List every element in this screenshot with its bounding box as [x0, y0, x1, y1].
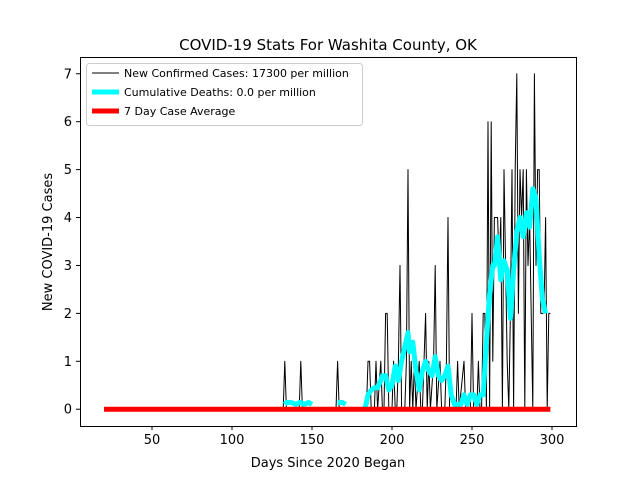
y-tick-label: 2 — [64, 307, 72, 322]
y-tick-label: 3 — [64, 259, 72, 274]
series-line-cumulative-deaths-segment-1 — [282, 400, 314, 407]
x-axis-label: Days Since 2020 Began — [251, 456, 406, 471]
x-tick-label: 150 — [300, 433, 325, 448]
legend-label-new-cases: New Confirmed Cases: 17300 per million — [124, 67, 349, 80]
series-line-cumulative-deaths-segment-2 — [336, 400, 347, 407]
y-tick-label: 4 — [64, 211, 72, 226]
x-tick-label: 250 — [460, 433, 485, 448]
legend-label-deaths: Cumulative Deaths: 0.0 per million — [124, 86, 316, 99]
y-tick-label: 6 — [64, 115, 72, 130]
y-axis-label: New COVID-19 Cases — [41, 173, 56, 311]
chart-title: COVID-19 Stats For Washita County, OK — [179, 36, 478, 54]
axis-ticks: 50 100 150 200 250 300 0 1 2 3 4 5 6 7 — [64, 67, 565, 448]
legend: New Confirmed Cases: 17300 per million C… — [86, 63, 363, 126]
legend-box — [86, 63, 363, 126]
legend-label-average: 7 Day Case Average — [124, 105, 236, 118]
y-tick-label: 1 — [64, 355, 72, 370]
x-tick-label: 50 — [144, 433, 161, 448]
y-tick-label: 7 — [64, 67, 72, 82]
y-tick-label: 0 — [64, 403, 72, 418]
y-tick-label: 5 — [64, 163, 72, 178]
x-tick-label: 200 — [380, 433, 405, 448]
x-tick-label: 100 — [220, 433, 245, 448]
plot-frame — [80, 57, 577, 427]
data-layer — [104, 73, 551, 412]
x-tick-label: 300 — [540, 433, 565, 448]
series-line-cumulative-deaths-segment-3 — [362, 186, 549, 410]
